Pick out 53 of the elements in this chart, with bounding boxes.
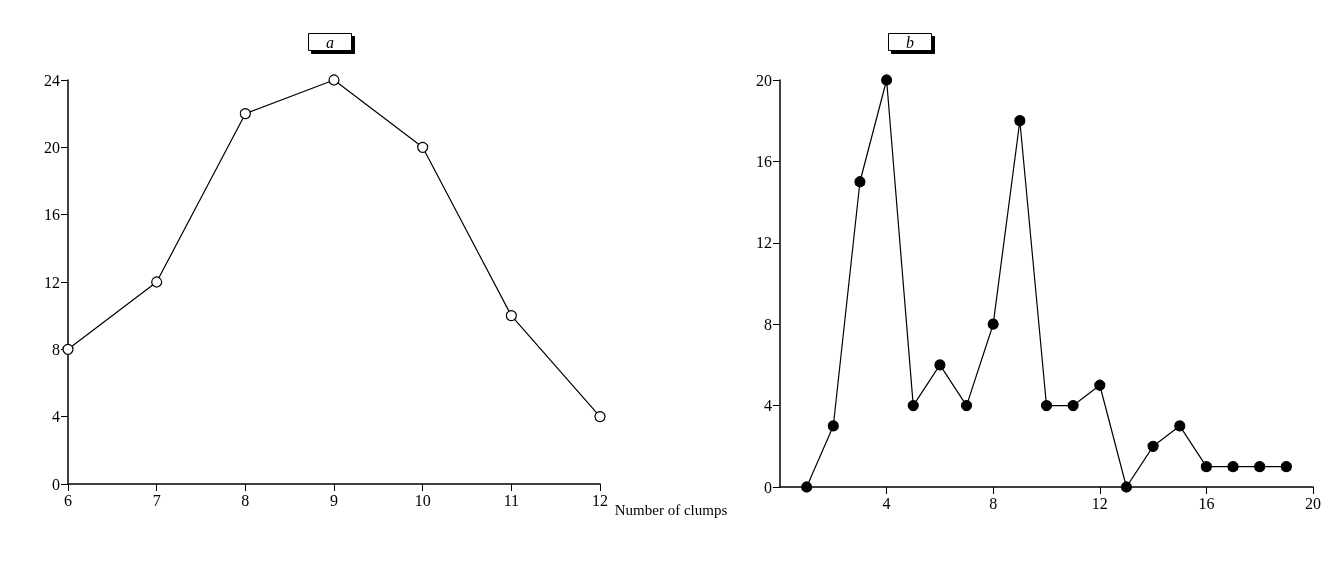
x-tick-label: 10 [414, 491, 431, 509]
point [239, 108, 251, 120]
x-tick-label: 9 [330, 491, 338, 509]
x-tick-label: 4 [882, 494, 891, 512]
point [854, 176, 866, 188]
point [960, 400, 973, 412]
y-tick-label: 12 [756, 234, 772, 252]
point [1174, 420, 1186, 432]
y-tick-label: 0 [52, 475, 60, 493]
x-tick-label: 12 [1091, 494, 1108, 512]
y-tick-label: 8 [764, 315, 772, 333]
y-tick-label: 4 [52, 408, 60, 426]
y-tick-label: 16 [44, 206, 60, 224]
point [827, 420, 839, 432]
point [1254, 461, 1266, 473]
point [1040, 400, 1053, 412]
point [328, 74, 340, 86]
x-tick-label: 8 [241, 491, 250, 509]
y-tick-label: 0 [764, 478, 772, 496]
point [1014, 115, 1026, 127]
point [1067, 400, 1079, 412]
point [1120, 481, 1133, 493]
point [1227, 461, 1239, 473]
point [907, 400, 919, 412]
x-tick-label: 6 [64, 491, 72, 509]
point [1280, 461, 1292, 473]
point [1200, 461, 1212, 473]
y-tick-label: 24 [44, 71, 60, 89]
y-tick-label: 16 [756, 152, 772, 170]
x-tick-label: 7 [152, 491, 161, 509]
x-tick-label: 20 [1305, 494, 1321, 512]
point [881, 74, 893, 86]
y-tick-label: 8 [52, 340, 60, 358]
x-tick-label: 8 [989, 494, 998, 512]
point [801, 481, 813, 493]
point [505, 310, 517, 322]
point [1094, 379, 1106, 391]
chart-title: b [906, 33, 914, 51]
point [594, 411, 606, 423]
point [1147, 440, 1159, 452]
x-axis-title: Number of clumps [614, 502, 728, 518]
x-tick-label: 16 [1198, 494, 1215, 512]
y-tick-label: 20 [756, 71, 772, 89]
point [987, 318, 999, 330]
point [151, 276, 163, 288]
point [934, 359, 946, 371]
point [417, 141, 429, 153]
y-tick-label: 4 [764, 397, 772, 415]
chart-title: a [326, 33, 334, 51]
y-tick-label: 12 [44, 273, 60, 291]
x-tick-label: 12 [592, 491, 608, 509]
y-tick-label: 20 [44, 138, 60, 156]
x-tick-label: 11 [503, 491, 520, 509]
